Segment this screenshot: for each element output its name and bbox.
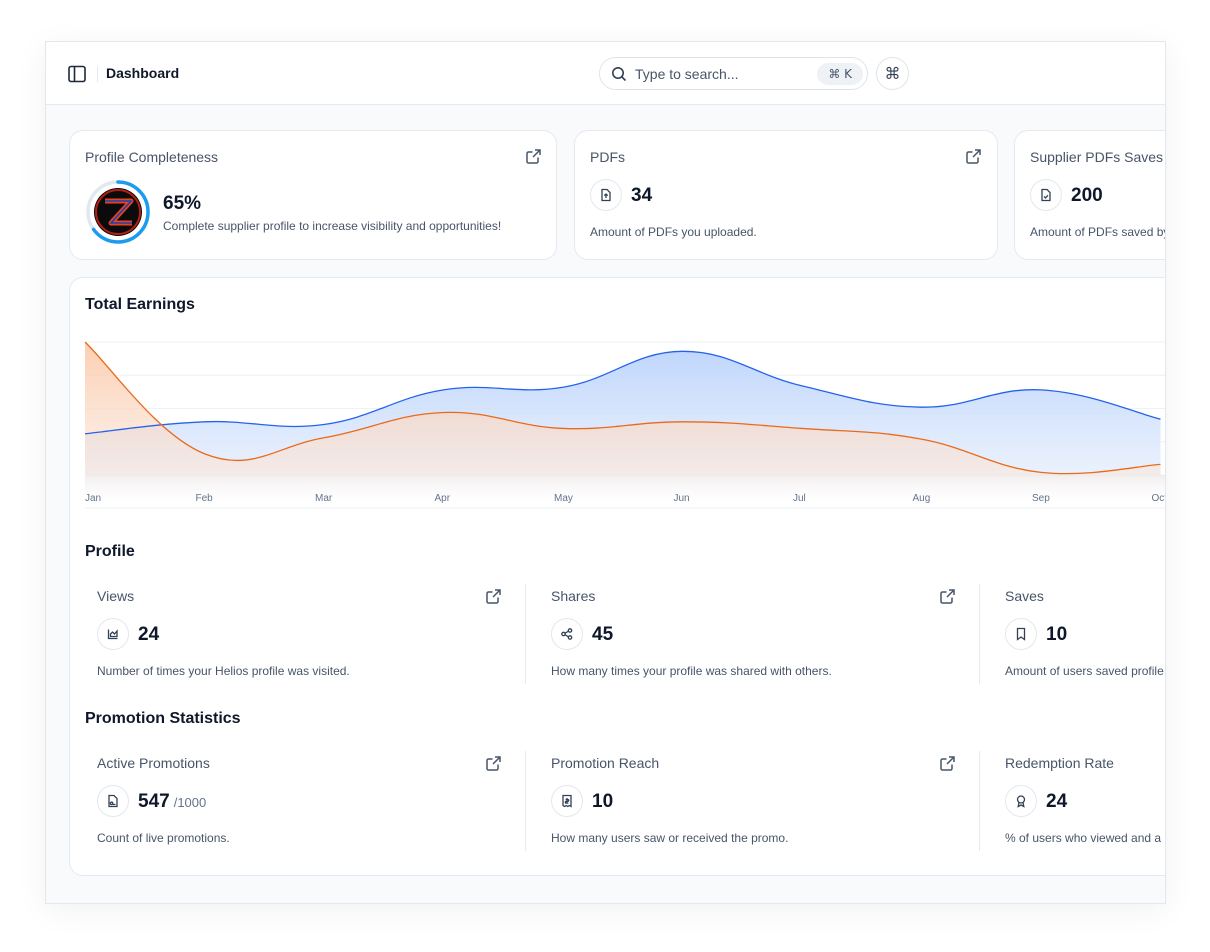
command-button[interactable]: ⌘ — [876, 57, 909, 90]
completeness-progress-ring — [85, 179, 151, 245]
stat-description: How many users saw or received the promo… — [551, 831, 789, 845]
stat-value: 547/1000 — [138, 791, 207, 812]
x-tick-label: Sep — [1032, 493, 1050, 504]
chart-icon — [97, 618, 129, 650]
stat-title: Active Promotions — [97, 755, 210, 771]
earnings-title: Total Earnings — [85, 296, 195, 313]
column-divider — [525, 584, 526, 684]
x-tick-label: Jan — [85, 493, 101, 504]
stat-title: Promotion Reach — [551, 755, 660, 771]
x-tick-label: Apr — [435, 493, 451, 504]
sidebar-toggle-icon[interactable] — [67, 64, 87, 84]
external-link-icon[interactable] — [965, 148, 982, 165]
stat-description: Number of times your Helios profile was … — [97, 664, 350, 678]
supplier-pdfs-description: Amount of PDFs saved by users — [1030, 225, 1165, 239]
x-tick-label: Mar — [315, 493, 333, 504]
stat-title: Redemption Rate — [1005, 755, 1114, 771]
column-divider — [525, 751, 526, 851]
external-link-icon[interactable] — [485, 755, 502, 772]
file-upload-icon — [590, 179, 622, 211]
external-link-icon[interactable] — [525, 148, 542, 165]
completeness-value: 65% — [163, 193, 202, 214]
supplier-pdfs-card: Supplier PDFs Saves 200 Amount of PDFs s… — [1014, 130, 1165, 260]
search-icon — [611, 66, 627, 82]
series-orange-area — [85, 342, 1161, 475]
stat-promotion-reach: Promotion Reach 10 How many users saw or r… — [551, 749, 971, 849]
earnings-panel: Total Earnings Jan Feb Mar Apr May Jun — [69, 277, 1167, 876]
bookmark-icon — [1005, 618, 1037, 650]
stat-description: % of users who viewed and a — [1005, 831, 1162, 845]
file-save-icon — [1030, 179, 1062, 211]
page-title: Dashboard — [106, 65, 180, 81]
search-input[interactable] — [635, 65, 805, 83]
completeness-description: Complete supplier profile to increase vi… — [163, 219, 502, 233]
stat-views: Views 24 Number of times your Helios profi… — [97, 582, 517, 682]
stat-shares: Shares 45 How many times your profile was … — [551, 582, 971, 682]
document-icon — [97, 785, 129, 817]
stat-active-promotions: Active Promotions 547/1000 Count of live p… — [97, 749, 517, 849]
top-bar: Dashboard ⌘ K ⌘ — [46, 42, 1165, 105]
series-blue-line — [84, 350, 1161, 435]
stat-title: Views — [97, 588, 135, 604]
search-shortcut-badge: ⌘ K — [817, 63, 863, 85]
stat-description: How many times your profile was shared w… — [551, 664, 832, 678]
chart-baseline-fade — [85, 475, 1165, 509]
series-orange-line — [84, 341, 1161, 475]
stat-suffix: /1000 — [173, 795, 207, 810]
external-link-icon[interactable] — [939, 755, 956, 772]
external-link-icon[interactable] — [485, 588, 502, 605]
card-title: Supplier PDFs Saves — [1030, 149, 1164, 165]
supplier-pdfs-value: 200 — [1071, 185, 1103, 206]
stat-title: Shares — [551, 588, 596, 604]
profile-section-title: Profile — [85, 543, 135, 560]
award-icon — [1005, 785, 1037, 817]
column-divider — [979, 751, 980, 851]
stat-value: 24 — [138, 624, 160, 645]
search-box[interactable]: ⌘ K — [599, 57, 868, 90]
pdfs-card: PDFs 34 Amount of PDFs you uploaded. — [574, 130, 998, 260]
x-tick-label: Jun — [674, 493, 690, 504]
stat-value: 45 — [592, 624, 614, 645]
company-logo — [94, 188, 142, 236]
promotion-section-title: Promotion Statistics — [85, 710, 241, 727]
x-tick-label: Jul — [793, 493, 806, 504]
share-icon — [551, 618, 583, 650]
card-title: PDFs — [590, 149, 625, 165]
header-divider — [97, 66, 98, 82]
profile-completeness-card: Profile Completeness 65% Complete suppli… — [69, 130, 557, 260]
stat-title: Saves — [1005, 588, 1044, 604]
external-link-icon[interactable] — [939, 588, 956, 605]
pdfs-description: Amount of PDFs you uploaded. — [590, 225, 757, 239]
stat-description: Amount of users saved profile — [1005, 664, 1164, 678]
stat-value: 10 — [1046, 624, 1068, 645]
x-tick-label: Aug — [913, 493, 931, 504]
column-divider — [979, 584, 980, 684]
earnings-chart: Jan Feb Mar Apr May Jun Jul Aug Sep Oct — [84, 341, 1167, 509]
pdfs-value: 34 — [631, 185, 653, 206]
x-tick-label: May — [554, 493, 573, 504]
card-title: Profile Completeness — [85, 149, 219, 165]
stat-redemption-rate: Redemption Rate 24 % of users who viewed a… — [1005, 749, 1165, 849]
x-tick-label: Oct — [1152, 493, 1167, 504]
stat-description: Count of live promotions. — [97, 831, 230, 845]
stat-value: 10 — [592, 791, 614, 812]
stat-saves: Saves 10 Amount of users saved profile — [1005, 582, 1165, 682]
x-tick-label: Feb — [196, 493, 214, 504]
app-window: Dashboard ⌘ K ⌘ Profile Completeness — [45, 41, 1166, 904]
receipt-icon — [551, 785, 583, 817]
stat-value: 24 — [1046, 791, 1068, 812]
